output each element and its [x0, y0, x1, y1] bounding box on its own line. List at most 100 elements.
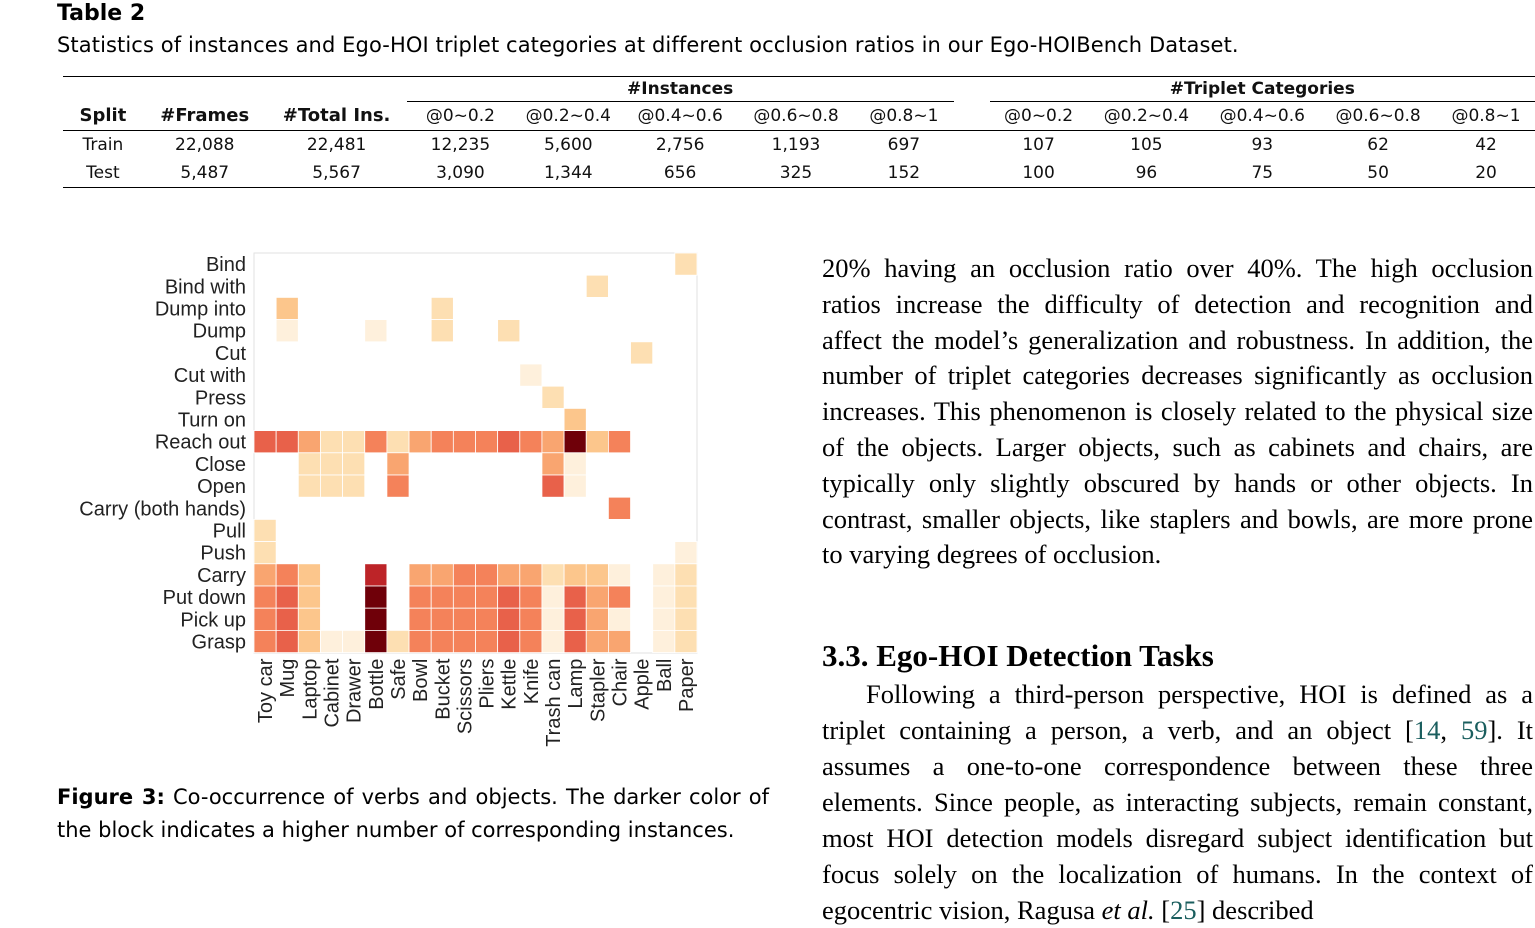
heatmap-cell — [297, 430, 321, 454]
verb-label: Pick up — [180, 609, 246, 631]
figure-label: Figure 3: — [57, 785, 165, 809]
heatmap-cell — [320, 430, 344, 454]
citation-link[interactable]: 59 — [1460, 715, 1488, 745]
heatmap-cell — [519, 363, 543, 387]
body-paragraph: Following a third-person perspective, HO… — [822, 676, 1533, 928]
heatmap-cell — [342, 430, 366, 454]
heatmap-cell — [497, 607, 521, 631]
table-gap — [953, 76, 990, 102]
col-trip-ratio: @0.8~1 — [1437, 101, 1535, 131]
heatmap-cell — [585, 563, 609, 587]
heatmap-cell — [408, 563, 432, 587]
heatmap-cell — [652, 607, 676, 631]
heatmap-cell — [541, 607, 565, 631]
heatmap-cell — [563, 607, 587, 631]
cell-instances: 697 — [887, 135, 921, 155]
cell-triplets: 100 — [989, 159, 1088, 188]
body-text: ] described — [1196, 895, 1314, 925]
body-text: Following a third-person perspective, HO… — [822, 679, 1533, 745]
heatmap-cell — [430, 585, 454, 609]
header-instances: #Instances — [406, 76, 954, 102]
body-paragraph: 20% having an occlusion ratio over 40%. … — [822, 253, 1533, 570]
cell-split: Test — [63, 159, 143, 188]
heatmap-cell — [253, 629, 277, 653]
heatmap-cell — [342, 452, 366, 476]
heatmap-cell — [585, 629, 609, 653]
heatmap-cell — [408, 629, 432, 653]
header-triplets: #Triplet Categories — [989, 76, 1535, 102]
verb-label: Cut — [215, 343, 247, 365]
heatmap-cell — [497, 563, 521, 587]
cell-instances: 12,235 — [430, 135, 491, 155]
heatmap-cell — [408, 430, 432, 454]
heatmap-cell — [275, 629, 299, 653]
heatmap-cell — [674, 607, 698, 631]
verb-label: Dump — [193, 321, 246, 343]
cell-instances: 5,600 — [543, 135, 593, 155]
heatmap-cell — [497, 585, 521, 609]
body-text: , — [1440, 715, 1461, 745]
heatmap-cell — [253, 607, 277, 631]
cell-instances: 325 — [738, 159, 854, 188]
table-row: Test 5,487 5,567 3,090 1,344 656 325 152… — [63, 159, 1535, 188]
heatmap-cell — [475, 607, 499, 631]
heatmap-cell — [563, 563, 587, 587]
heatmap-cell — [563, 430, 587, 454]
heatmap-cell — [541, 585, 565, 609]
heatmap-cell — [430, 430, 454, 454]
body-column: 20% having an occlusion ratio over 40%. … — [822, 251, 1533, 925]
heatmap-cell — [541, 452, 565, 476]
col-inst-ratio: @0.2~0.4 — [514, 101, 623, 131]
heatmap-cell — [475, 563, 499, 587]
citation-link[interactable]: 14 — [1413, 715, 1441, 745]
object-label: Kettle — [499, 659, 521, 710]
heatmap-cell — [452, 607, 476, 631]
object-label: Ball — [654, 659, 676, 692]
heatmap-cell — [342, 474, 366, 498]
object-label: Scissors — [454, 659, 476, 735]
heatmap-cell — [342, 629, 366, 653]
heatmap-cell — [608, 496, 631, 520]
verb-label: Push — [200, 543, 246, 565]
heatmap-cell — [563, 474, 587, 498]
heatmap-cell — [497, 430, 521, 454]
heatmap-cell — [386, 474, 410, 498]
citation-link[interactable]: 25 — [1170, 895, 1197, 925]
heatmap-cell — [563, 629, 587, 653]
object-label: Knife — [521, 659, 543, 705]
verb-label: Bind with — [165, 276, 246, 298]
heatmap-cell — [563, 452, 587, 476]
verb-label: Grasp — [192, 632, 246, 654]
heatmap-cell — [297, 474, 321, 498]
cell-triplets: 107 — [1022, 135, 1055, 155]
heatmap-cell — [608, 585, 631, 609]
cell-frames: 22,088 — [175, 135, 235, 155]
object-label: Bowl — [410, 659, 432, 702]
col-total: #Total Ins. — [266, 101, 407, 131]
heatmap-cell — [364, 319, 388, 343]
table-gap — [953, 159, 990, 188]
heatmap-cell — [408, 585, 432, 609]
heatmap-cell — [541, 430, 565, 454]
heatmap-cell — [674, 629, 698, 653]
heatmap-cell — [541, 474, 565, 498]
heatmap-cell — [475, 629, 499, 653]
verb-label: Turn on — [178, 410, 246, 432]
heatmap-cell — [452, 563, 476, 587]
heatmap-cell — [253, 430, 277, 454]
cell-triplets: 96 — [1087, 159, 1206, 188]
heatmap-cell — [519, 607, 543, 631]
cell-triplets: 62 — [1367, 135, 1389, 155]
heatmap-cell — [563, 407, 587, 431]
heatmap-cell — [452, 585, 476, 609]
heatmap-cell — [519, 563, 543, 587]
verb-label: Press — [195, 387, 246, 409]
heatmap-cell — [497, 629, 521, 653]
heatmap-cell — [297, 585, 321, 609]
heatmap-cell — [253, 585, 277, 609]
table-gap — [954, 131, 990, 160]
cell-instances: 1,344 — [514, 159, 623, 188]
heatmap-cell — [386, 430, 410, 454]
cell-triplets: 93 — [1251, 135, 1274, 155]
